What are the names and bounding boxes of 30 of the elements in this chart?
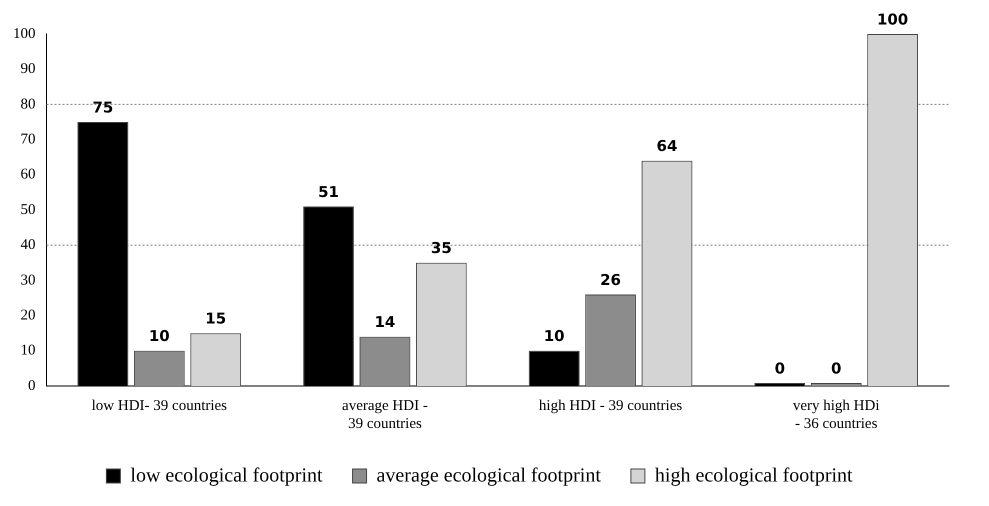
- y-tick-label: 90: [20, 61, 36, 78]
- legend-label: high ecological footprint: [654, 464, 854, 486]
- y-tick-label: 0: [28, 378, 36, 394]
- data-label: 64: [656, 137, 678, 156]
- legend-label: low ecological footprint: [130, 464, 323, 486]
- y-tick-label: 20: [20, 308, 36, 324]
- data-label: 15: [205, 310, 226, 328]
- y-tick-label: 30: [20, 272, 36, 288]
- legend-label: average ecological footprint: [376, 464, 602, 486]
- x-tick-label: average HDI - 39 countries: [342, 398, 428, 432]
- x-tick-label: very high HDi - 36 countries: [792, 398, 880, 432]
- data-label: 14: [374, 313, 396, 332]
- data-label: 0: [774, 359, 785, 378]
- y-tick-label: 70: [20, 132, 36, 148]
- data-label: 75: [92, 98, 114, 116]
- data-label: 26: [600, 270, 621, 289]
- x-tick-label: low HDI- 39 countries: [92, 398, 228, 414]
- y-tick-label: 40: [20, 237, 36, 254]
- data-label: 35: [430, 239, 452, 258]
- data-label: 51: [318, 182, 339, 201]
- data-label: 0: [830, 359, 842, 378]
- y-tick-label: 80: [20, 96, 36, 112]
- y-tick-label: 10: [20, 342, 36, 359]
- data-label: 10: [544, 327, 565, 346]
- y-tick-label: 60: [20, 166, 36, 183]
- y-tick-label: 100: [13, 26, 36, 42]
- data-label: 100: [876, 10, 908, 28]
- y-tick-label: 50: [20, 202, 36, 218]
- x-tick-label: high HDI - 39 countries: [538, 398, 682, 414]
- data-label: 10: [148, 327, 170, 346]
